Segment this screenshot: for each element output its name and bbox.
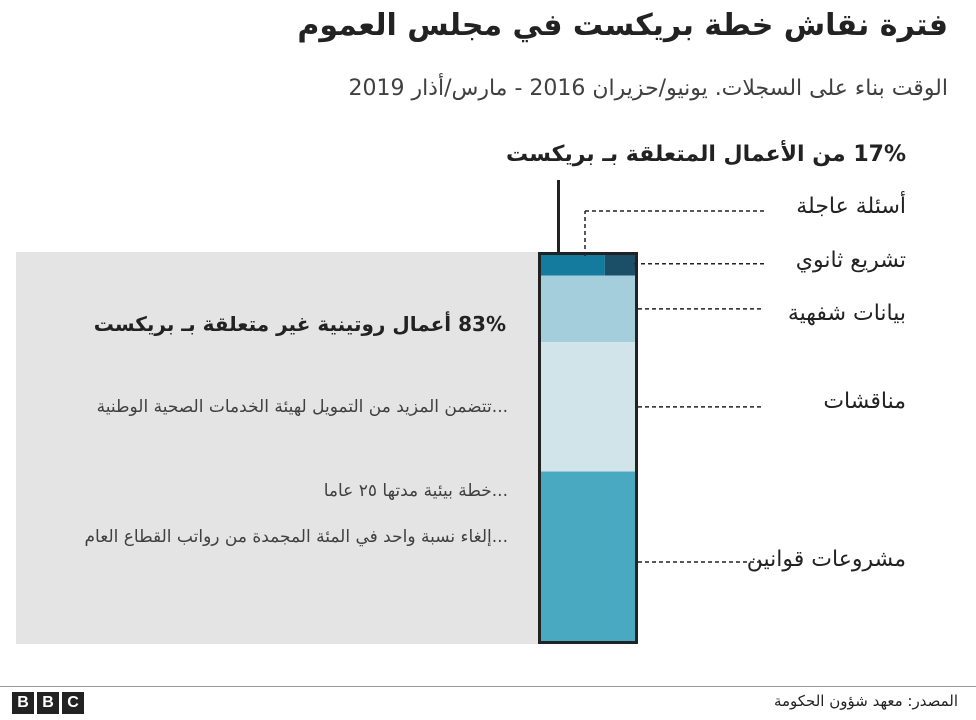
routine-share-label: 83% أعمال روتينية غير متعلقة بـ بريكست [93, 312, 506, 336]
footer-divider [0, 686, 976, 687]
bar-segment-brexit-1 [538, 252, 605, 276]
chart-title: فترة نقاش خطة بريكست في مجلس العموم [297, 8, 948, 43]
label-bills: مشروعات قوانين [746, 547, 906, 572]
label-secondary-legislation: تشريع ثانوي [795, 248, 906, 273]
bar-outline [538, 252, 638, 644]
stacked-bar [538, 252, 638, 644]
bar-segment-1 [538, 342, 638, 472]
bar-segment-2 [538, 471, 638, 644]
routine-example: ...خطة بيئية مدتها ٢٥ عاما [323, 481, 508, 501]
label-oral-statements: بيانات شفهية [787, 301, 906, 326]
brexit-pointer-line [557, 180, 560, 252]
routine-business-panel [16, 252, 538, 644]
routine-example: ...إلغاء نسبة واحد في المئة المجمدة من ر… [84, 527, 508, 547]
brexit-share-label: 17% من الأعمال المتعلقة بـ بريكست [506, 142, 906, 167]
bar-segment-brexit-0 [604, 252, 638, 276]
bar-segment-0 [538, 275, 638, 343]
label-debates: مناقشات [823, 389, 906, 414]
source-note: المصدر: معهد شؤون الحكومة [773, 692, 958, 710]
routine-example: ...تتضمن المزيد من التمويل لهيئة الخدمات… [96, 397, 508, 417]
label-urgent-questions: أسئلة عاجلة [796, 194, 906, 219]
chart-subtitle: الوقت بناء على السجلات. يونيو/حزيران 201… [348, 76, 948, 101]
